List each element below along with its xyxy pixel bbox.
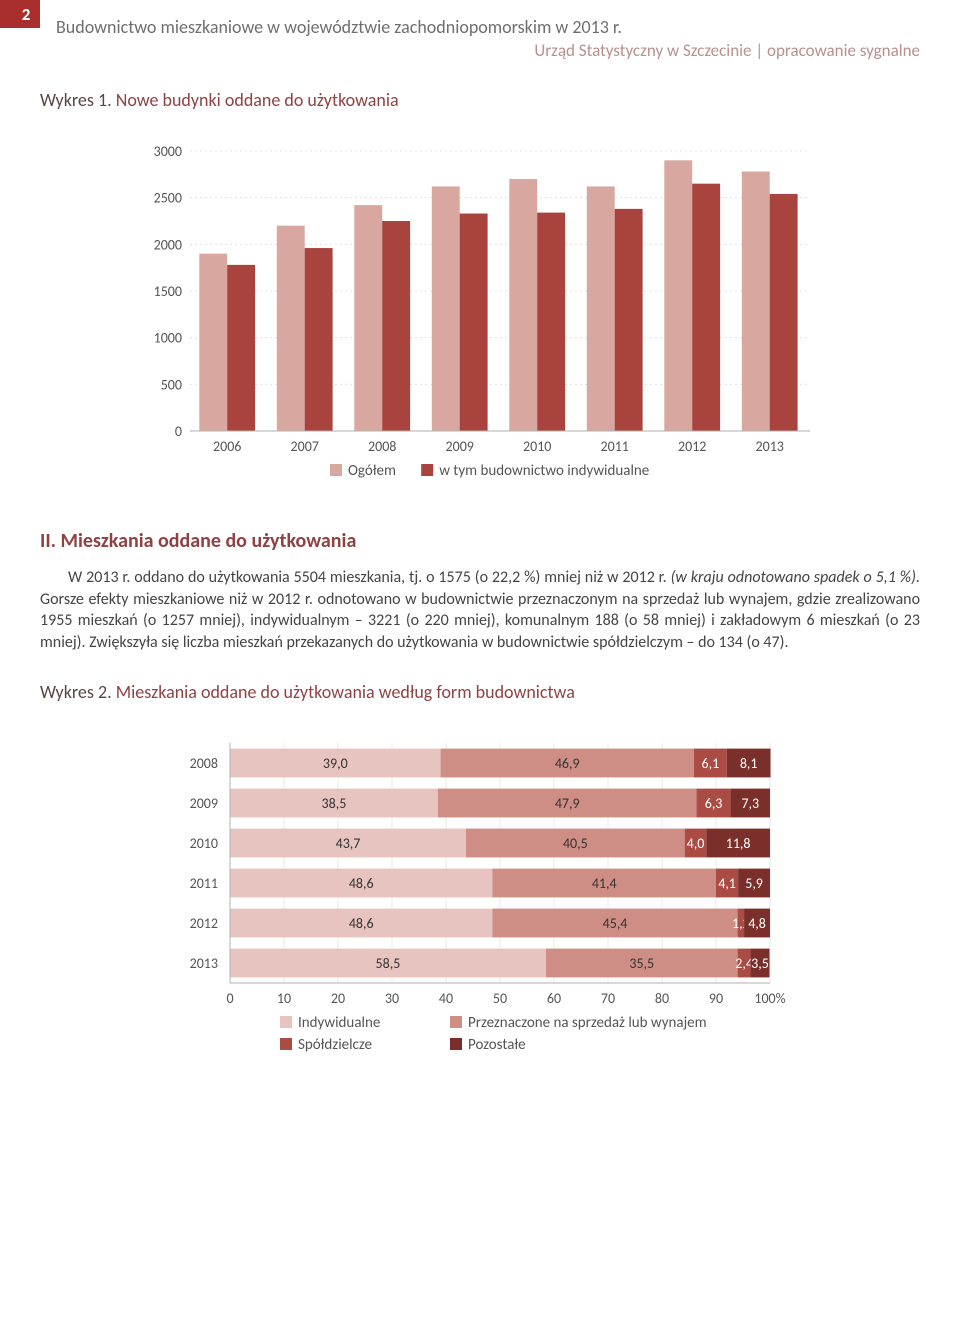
header-text-block: Budownictwo mieszkaniowe w województwie … xyxy=(56,16,920,61)
svg-text:39,0: 39,0 xyxy=(323,755,348,772)
svg-text:7,3: 7,3 xyxy=(741,795,759,812)
svg-text:500: 500 xyxy=(161,376,182,393)
chart2-caption-text: Mieszkania oddane do użytkowania według … xyxy=(116,681,575,703)
svg-text:8,1: 8,1 xyxy=(740,755,758,772)
svg-text:11,8: 11,8 xyxy=(726,835,751,852)
svg-text:70: 70 xyxy=(601,990,615,1007)
svg-text:0: 0 xyxy=(226,990,233,1007)
svg-text:45,4: 45,4 xyxy=(603,915,628,932)
svg-text:2013: 2013 xyxy=(756,438,784,455)
chart1-bar-chart: 0 500 1000 1500 2000 2500 3000 2006 2007 2008 2009… xyxy=(130,141,830,501)
svg-text:3,5: 3,5 xyxy=(751,955,769,972)
page-header: 2 Budownictwo mieszkaniowe w województwi… xyxy=(40,16,920,61)
svg-text:40,5: 40,5 xyxy=(563,835,588,852)
svg-text:47,9: 47,9 xyxy=(555,795,580,812)
chart2-stacked-bar-chart: 0 10 20 30 40 50 60 70 80 90 100% 2008 39,0 46,9 6,1 8,… xyxy=(160,733,800,1093)
svg-text:Indywidualne: Indywidualne xyxy=(298,1014,380,1032)
svg-text:30: 30 xyxy=(385,990,399,1007)
svg-text:2000: 2000 xyxy=(154,236,182,253)
svg-text:50: 50 xyxy=(493,990,507,1007)
svg-text:4,0: 4,0 xyxy=(687,835,705,852)
svg-text:2012: 2012 xyxy=(190,915,218,932)
svg-text:2011: 2011 xyxy=(190,875,218,892)
svg-text:58,5: 58,5 xyxy=(376,955,401,972)
chart1-caption-text: Nowe budynki oddane do użytkowania xyxy=(116,89,399,111)
svg-text:1000: 1000 xyxy=(154,330,182,347)
svg-text:40: 40 xyxy=(439,990,453,1007)
svg-text:10: 10 xyxy=(277,990,291,1007)
svg-text:46,9: 46,9 xyxy=(555,755,580,772)
svg-text:0: 0 xyxy=(175,423,182,440)
svg-text:1500: 1500 xyxy=(154,283,182,300)
svg-text:3000: 3000 xyxy=(154,143,182,160)
svg-text:2010: 2010 xyxy=(523,438,551,455)
chart1-caption: Wykres 1. Nowe budynki oddane do użytkow… xyxy=(40,89,920,111)
svg-text:2010: 2010 xyxy=(190,835,218,852)
svg-text:Spółdzielcze: Spółdzielcze xyxy=(298,1036,372,1054)
svg-text:4,8: 4,8 xyxy=(748,915,766,932)
svg-text:60: 60 xyxy=(547,990,561,1007)
svg-text:48,6: 48,6 xyxy=(349,915,374,932)
svg-text:Ogółem: Ogółem xyxy=(348,462,396,480)
section2-paragraph: W 2013 r. oddano do użytkowania 5504 mie… xyxy=(40,567,920,653)
header-subtitle: Urząd Statystyczny w Szczecinie | opraco… xyxy=(56,40,920,61)
svg-text:2007: 2007 xyxy=(291,438,319,455)
svg-text:2009: 2009 xyxy=(190,795,218,812)
svg-text:2011: 2011 xyxy=(601,438,629,455)
svg-text:20: 20 xyxy=(331,990,345,1007)
svg-text:2500: 2500 xyxy=(154,190,182,207)
svg-text:Pozostałe: Pozostałe xyxy=(468,1036,526,1054)
svg-text:2013: 2013 xyxy=(190,955,218,972)
chart1-caption-prefix: Wykres 1. xyxy=(40,89,112,111)
page: 2 Budownictwo mieszkaniowe w województwi… xyxy=(0,0,960,1133)
svg-text:48,6: 48,6 xyxy=(349,875,374,892)
svg-text:35,5: 35,5 xyxy=(629,955,654,972)
svg-text:2012: 2012 xyxy=(678,438,706,455)
svg-text:80: 80 xyxy=(655,990,669,1007)
svg-text:2008: 2008 xyxy=(368,438,396,455)
svg-text:4,1: 4,1 xyxy=(718,875,736,892)
svg-text:38,5: 38,5 xyxy=(322,795,347,812)
chart2-caption-prefix: Wykres 2. xyxy=(40,681,112,703)
svg-text:6,3: 6,3 xyxy=(705,795,723,812)
chart2-caption: Wykres 2. Mieszkania oddane do użytkowan… xyxy=(40,681,920,703)
svg-text:5,9: 5,9 xyxy=(745,875,763,892)
svg-text:43,7: 43,7 xyxy=(336,835,361,852)
svg-text:w tym budownictwo indywidualne: w tym budownictwo indywidualne xyxy=(439,462,649,480)
svg-text:Przeznaczone na sprzedaż lub w: Przeznaczone na sprzedaż lub wynajem xyxy=(468,1014,707,1032)
svg-text:41,4: 41,4 xyxy=(592,875,617,892)
header-title: Budownictwo mieszkaniowe w województwie … xyxy=(56,16,920,38)
svg-text:2008: 2008 xyxy=(190,755,218,772)
svg-text:6,1: 6,1 xyxy=(701,755,719,772)
svg-text:2009: 2009 xyxy=(446,438,474,455)
svg-text:2006: 2006 xyxy=(213,438,241,455)
svg-text:100%: 100% xyxy=(754,990,785,1007)
page-number-badge: 2 xyxy=(0,0,40,28)
section2-heading: II. Mieszkania oddane do użytkowania xyxy=(40,529,920,553)
svg-text:90: 90 xyxy=(709,990,723,1007)
